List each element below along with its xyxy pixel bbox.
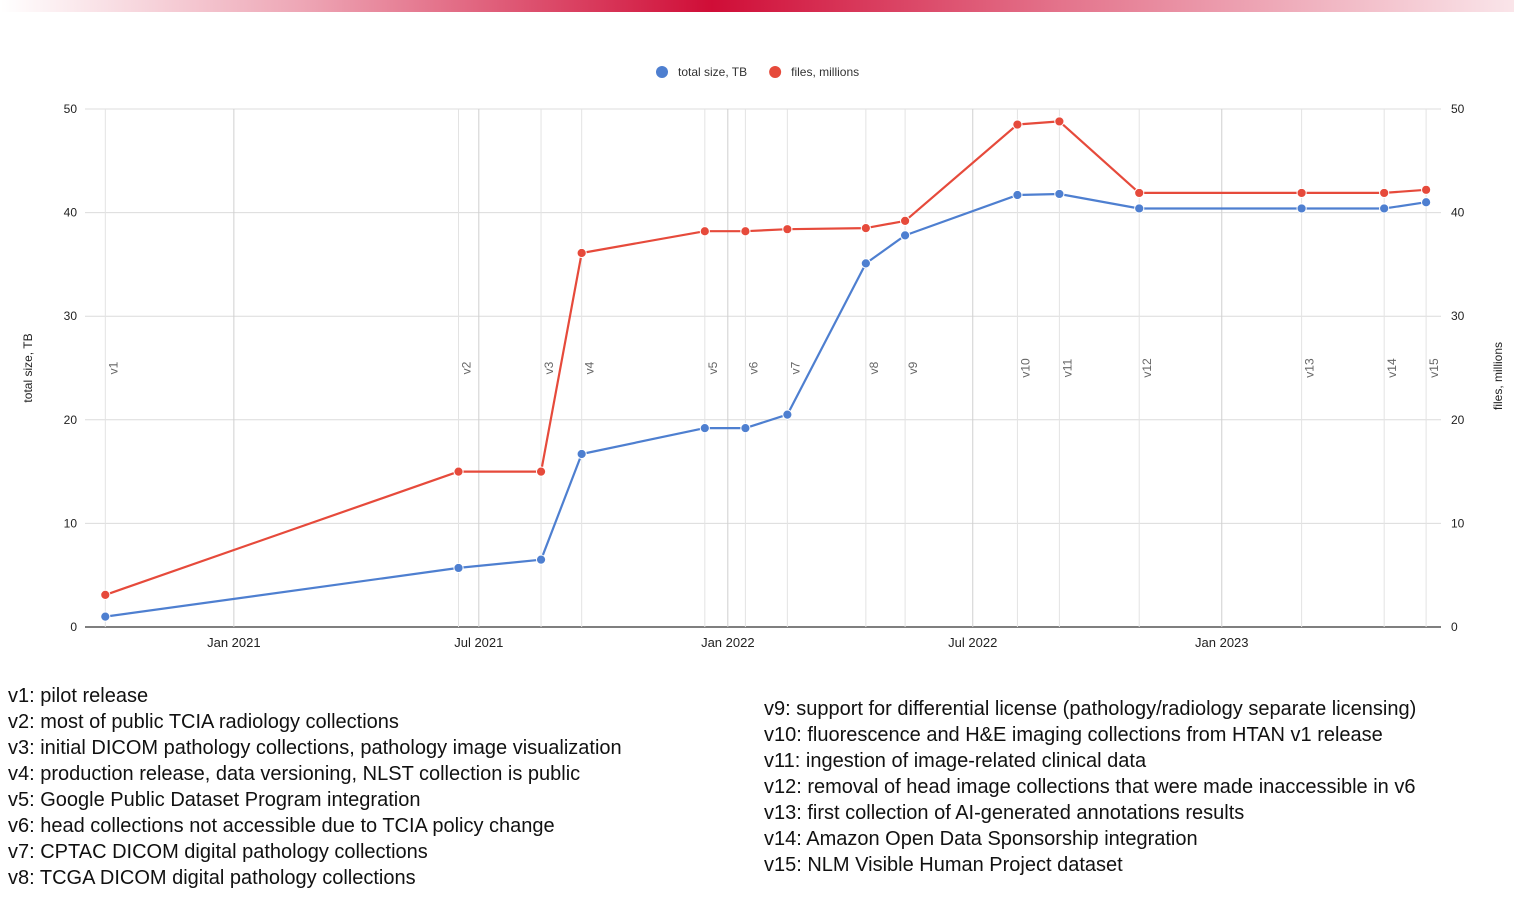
legend-marker [656,66,668,78]
data-point [1134,203,1145,214]
y-tick-label-left: 50 [64,102,78,116]
x-tick-label: Jan 2021 [207,635,261,650]
data-point [1054,188,1065,200]
legend-label: files, millions [791,65,859,79]
x-tick-label: Jan 2023 [1195,635,1249,650]
data-point [576,448,587,460]
y-tick-label-right: 10 [1451,516,1465,530]
data-point [699,226,710,237]
data-point [740,226,751,237]
data-point [782,224,793,235]
data-point [1379,203,1390,214]
y-tick-label-right: 40 [1451,206,1465,220]
version-label: v2 [460,361,474,374]
legend-label: total size, TB [678,65,747,79]
y-tick-label-left: 20 [64,413,78,427]
data-point [740,422,751,434]
version-note: v3: initial DICOM pathology collections,… [8,737,622,759]
version-label: v15 [1427,358,1441,378]
data-point [1421,197,1432,208]
data-point [535,554,547,565]
series-line [105,192,1427,618]
data-point [453,562,464,574]
x-tick-label: Jul 2022 [948,635,997,650]
data-point [782,409,793,420]
data-point [1012,189,1023,201]
y-tick-label-right: 20 [1451,413,1465,427]
version-note: v9: support for differential license (pa… [764,698,1417,720]
legend-marker [769,66,782,78]
y-tick-label-right: 0 [1451,620,1458,634]
version-note: v12: removal of head image collections t… [764,776,1416,798]
data-point [1296,187,1307,199]
data-point [100,611,111,622]
version-note: v15: NLM Visible Human Project dataset [764,854,1123,876]
y-tick-label-left: 10 [64,516,78,530]
version-note: v5: Google Public Dataset Program integr… [8,789,421,811]
version-label: v3 [542,361,556,374]
data-point [699,422,710,434]
version-label: v9 [906,361,920,374]
version-label: v5 [706,361,720,374]
data-point [1012,119,1023,130]
version-label: v8 [867,361,881,374]
data-point [100,589,111,600]
y-tick-label-right: 30 [1451,309,1465,323]
x-tick-label: Jul 2021 [454,635,503,650]
version-label: v6 [746,361,760,374]
version-note: v7: CPTAC DICOM digital pathology collec… [8,841,428,863]
version-note: v14: Amazon Open Data Sponsorship integr… [764,828,1198,850]
version-note: v2: most of public TCIA radiology collec… [8,711,399,733]
version-notes-right: v9: support for differential license (pa… [764,696,1416,878]
version-label: v7 [788,361,802,374]
data-point [860,258,871,269]
data-point [1296,203,1307,214]
version-note: v8: TCGA DICOM digital pathology collect… [8,867,416,889]
data-point [576,247,587,259]
release-growth-chart: 0 0 10 10 20 20 30 30 40 40 50 50 Jan 2021 Jul 2021 Ja… [21,65,1505,650]
y-axis-title-left: total size, TB [21,333,35,402]
y-tick-label-right: 50 [1451,102,1465,116]
version-note: v4: production release, data versioning,… [8,763,581,785]
version-note: v6: head collections not accessible due … [8,815,555,837]
header-gradient-bar [0,0,1514,12]
y-tick-label-left: 30 [64,309,78,323]
version-label: v14 [1385,358,1399,378]
version-label: v13 [1303,358,1317,378]
data-point [1054,116,1065,127]
version-note: v13: first collection of AI-generated an… [764,802,1245,824]
y-axis-title-right: files, millions [1491,342,1505,410]
data-point [1421,184,1432,195]
version-note: v1: pilot release [8,685,149,707]
version-note: v11: ingestion of image-related clinical… [764,750,1147,772]
y-tick-label-left: 40 [64,206,78,220]
version-label: v12 [1140,358,1154,378]
x-tick-label: Jan 2022 [701,635,755,650]
data-point [860,223,871,234]
data-point [453,466,464,477]
data-point [899,230,911,241]
data-point [1379,187,1390,199]
version-label: v10 [1018,358,1032,378]
version-label: v11 [1060,358,1074,377]
version-note: v10: fluorescence and H&E imaging collec… [764,724,1383,746]
data-point [1134,187,1145,199]
data-point [899,215,911,226]
y-tick-label-left: 0 [70,620,77,634]
data-point [535,466,547,477]
version-label: v1 [106,361,120,374]
version-label: v4 [583,361,597,374]
version-notes-left: v1: pilot release v2: most of public TCI… [8,683,622,891]
